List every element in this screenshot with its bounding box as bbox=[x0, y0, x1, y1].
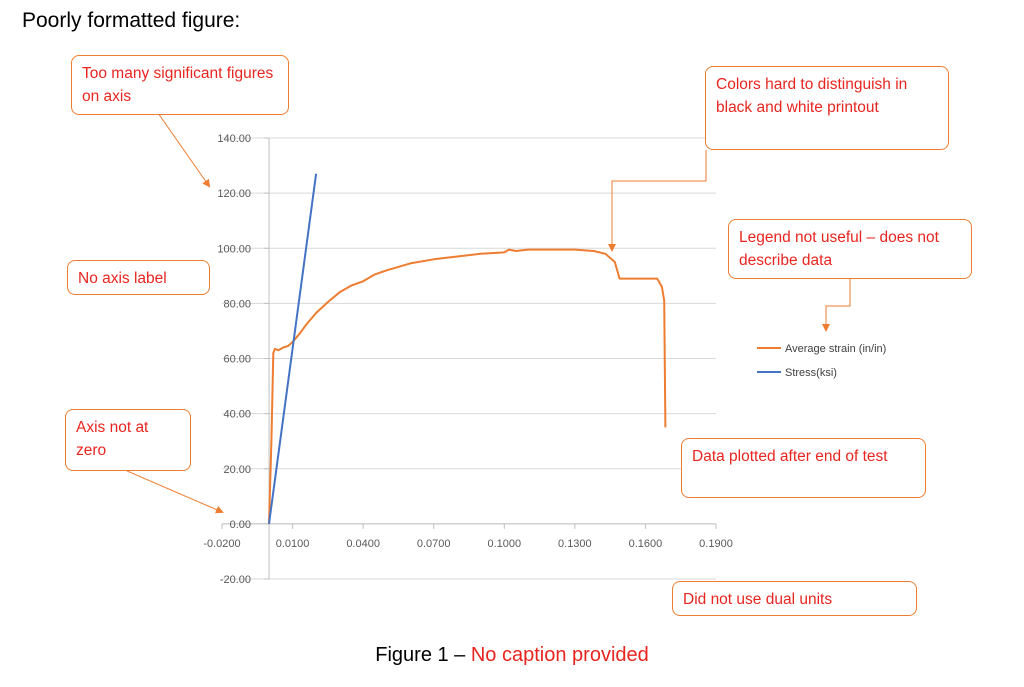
series-stress-line bbox=[268, 173, 318, 525]
x-tick-label: 0.1600 bbox=[629, 538, 663, 550]
y-tick-label: 140.00 bbox=[217, 133, 251, 145]
arrow-legend bbox=[822, 278, 851, 332]
legend-label: Stress(ksi) bbox=[785, 367, 837, 379]
y-tick-label: 0.00 bbox=[230, 519, 251, 531]
data-series bbox=[268, 173, 667, 525]
callout-no-axis-label: No axis label bbox=[67, 260, 210, 295]
caption-text: No caption provided bbox=[470, 644, 649, 666]
x-tick-label: 0.0400 bbox=[346, 538, 380, 550]
x-tick-label: 0.0100 bbox=[276, 538, 310, 550]
x-tick-label: 0.1300 bbox=[558, 538, 592, 550]
y-tick-label: 20.00 bbox=[223, 464, 251, 476]
callout-dual-units: Did not use dual units bbox=[672, 581, 917, 616]
y-tick-label: 60.00 bbox=[223, 354, 251, 366]
y-tick-label: 100.00 bbox=[217, 243, 251, 255]
x-tick-label: 0.1000 bbox=[487, 538, 521, 550]
y-tick-label: 40.00 bbox=[223, 409, 251, 421]
y-tick-label: 80.00 bbox=[223, 298, 251, 310]
page-heading: Poorly formatted figure: bbox=[22, 9, 241, 32]
callout-sig-figs: Too many significant figures on axis bbox=[71, 55, 289, 115]
arrow-colors bbox=[608, 150, 707, 252]
x-tick-label: 0.0700 bbox=[417, 538, 451, 550]
callout-colors: Colors hard to distinguish in black and … bbox=[705, 66, 949, 150]
y-tick-label: 120.00 bbox=[217, 188, 251, 200]
callout-legend: Legend not useful – does not describe da… bbox=[728, 219, 972, 279]
callout-arrows bbox=[126, 112, 851, 514]
y-tick-label: -20.00 bbox=[220, 574, 251, 586]
figure-caption: Figure 1 – No caption provided bbox=[0, 644, 1024, 667]
series-average-strain-line bbox=[268, 248, 667, 524]
legend: Average strain (in/in) Stress(ksi) bbox=[757, 343, 886, 379]
legend-label: Average strain (in/in) bbox=[785, 343, 886, 355]
callout-after-end: Data plotted after end of test bbox=[681, 438, 926, 498]
arrow-sig-figs bbox=[157, 112, 211, 188]
x-tick-label: 0.1900 bbox=[699, 538, 733, 550]
callout-axis-zero: Axis not at zero bbox=[65, 409, 191, 471]
caption-prefix: Figure 1 – bbox=[375, 644, 471, 666]
tick-labels: -20.00 0.00 20.00 40.00 60.00 80.00 100.00 120.… bbox=[203, 133, 732, 586]
arrow-axis-zero bbox=[126, 470, 224, 514]
gridlines bbox=[222, 137, 716, 580]
x-tick-label: -0.0200 bbox=[203, 538, 240, 550]
